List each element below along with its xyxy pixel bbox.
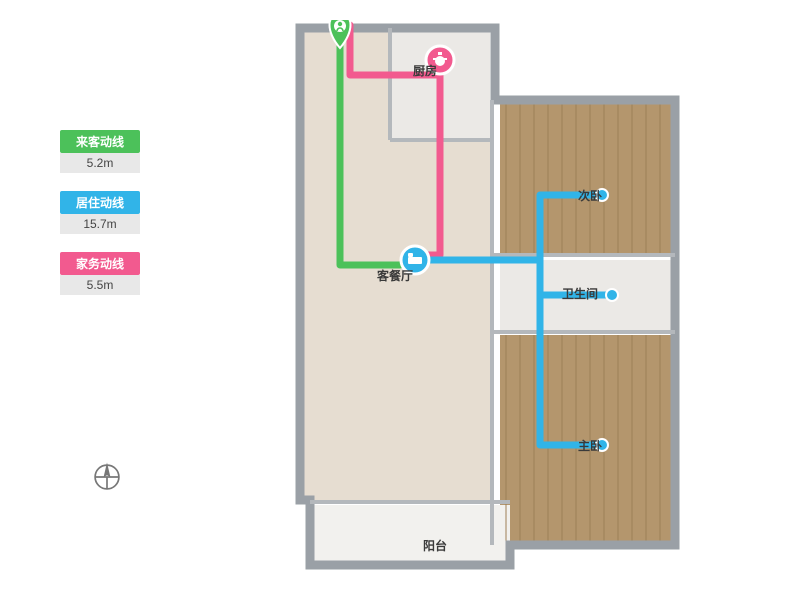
legend-item-living: 居住动线 15.7m bbox=[60, 191, 140, 234]
floor-plan: 客餐厅 厨房次卧卫生间主卧阳台 bbox=[270, 20, 690, 580]
room-label-bed1: 主卧 bbox=[578, 438, 602, 453]
room-label-balcony: 阳台 bbox=[423, 538, 447, 553]
legend-value-chore: 5.5m bbox=[60, 275, 140, 295]
legend-value-guest: 5.2m bbox=[60, 153, 140, 173]
room-label-bath: 卫生间 bbox=[562, 286, 598, 301]
legend: 来客动线 5.2m 居住动线 15.7m 家务动线 5.5m bbox=[60, 130, 140, 313]
legend-title-guest: 来客动线 bbox=[60, 130, 140, 153]
legend-value-living: 15.7m bbox=[60, 214, 140, 234]
legend-title-living: 居住动线 bbox=[60, 191, 140, 214]
compass-icon bbox=[90, 460, 124, 494]
stage: 来客动线 5.2m 居住动线 15.7m 家务动线 5.5m bbox=[0, 0, 800, 600]
legend-item-chore: 家务动线 5.5m bbox=[60, 252, 140, 295]
room-balcony bbox=[310, 505, 510, 565]
room-label-bed2: 次卧 bbox=[578, 188, 602, 203]
room-label-living: 客餐厅 bbox=[376, 268, 413, 283]
marker-bath bbox=[606, 289, 618, 301]
legend-title-chore: 家务动线 bbox=[60, 252, 140, 275]
room-bed2 bbox=[500, 100, 675, 255]
legend-item-guest: 来客动线 5.2m bbox=[60, 130, 140, 173]
room-label-kitchen: 厨房 bbox=[413, 63, 437, 78]
